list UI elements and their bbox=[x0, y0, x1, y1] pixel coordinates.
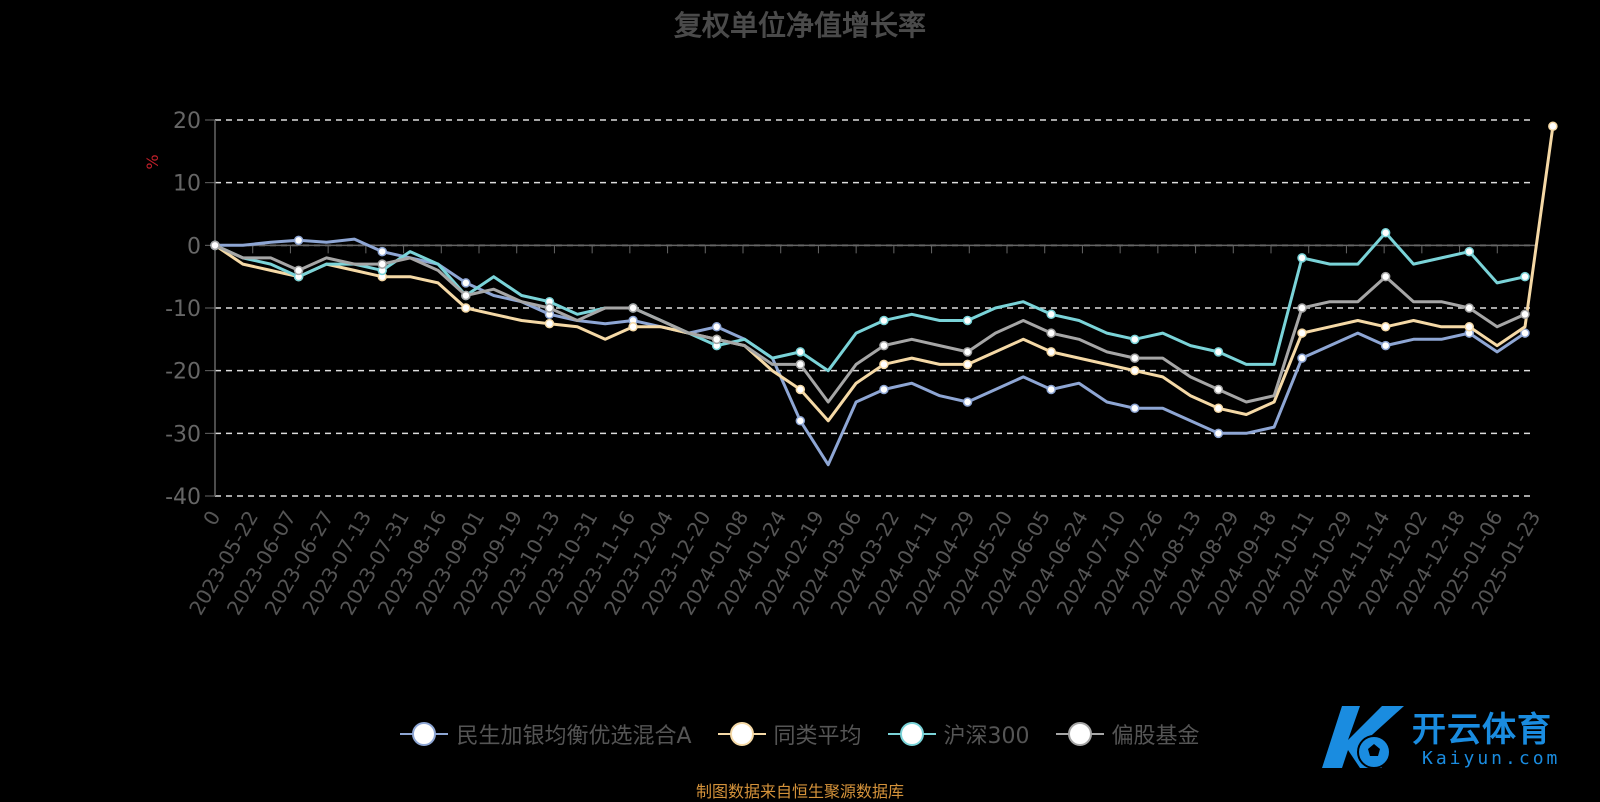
series-point bbox=[1213, 347, 1224, 357]
x-tick-label: 0 bbox=[198, 507, 225, 530]
legend-item-csi300[interactable]: 沪深300 bbox=[887, 718, 1030, 750]
series-point bbox=[1297, 328, 1307, 338]
series-point bbox=[1380, 228, 1391, 238]
legend-swatch-icon bbox=[1055, 722, 1104, 746]
series-point bbox=[962, 347, 973, 357]
series-point bbox=[879, 340, 889, 351]
soccer-ball-logo-icon bbox=[1322, 706, 1404, 769]
watermark-brand: 开云体育 bbox=[1412, 710, 1552, 750]
series-point bbox=[461, 290, 471, 301]
legend-swatch-icon bbox=[400, 722, 449, 746]
series-point bbox=[795, 416, 806, 426]
series-line-2 bbox=[214, 231, 1526, 373]
y-tick-label: 0 bbox=[187, 234, 201, 259]
series-point bbox=[544, 303, 555, 313]
series-point bbox=[377, 246, 387, 257]
series-point bbox=[1297, 303, 1307, 313]
y-axis-label: % bbox=[143, 154, 162, 169]
series-point bbox=[628, 303, 638, 313]
series-point bbox=[1464, 322, 1475, 332]
y-tick-label: 20 bbox=[173, 109, 201, 134]
series-line-0 bbox=[215, 237, 1526, 467]
series-point bbox=[962, 359, 973, 370]
series-point bbox=[293, 265, 304, 276]
y-tick-label: -10 bbox=[165, 297, 201, 322]
legend-label: 沪深300 bbox=[943, 724, 1030, 749]
series-line-3 bbox=[214, 243, 1526, 404]
series-point bbox=[962, 397, 973, 407]
legend-label: 偏股基金 bbox=[1111, 724, 1200, 749]
series-point bbox=[461, 278, 471, 288]
series-point bbox=[795, 384, 806, 395]
series-point bbox=[1046, 347, 1056, 357]
series-point bbox=[1520, 271, 1530, 282]
series-point bbox=[293, 235, 304, 246]
series-point bbox=[795, 359, 806, 370]
series-point bbox=[1297, 353, 1307, 363]
legend-swatch-icon bbox=[887, 722, 936, 746]
series-point bbox=[1464, 303, 1475, 313]
legend-item-peer-average[interactable]: 同类平均 bbox=[717, 718, 862, 750]
series-point bbox=[544, 318, 555, 329]
series-point bbox=[377, 259, 387, 269]
series-point bbox=[1130, 353, 1140, 363]
series-point bbox=[1046, 328, 1056, 338]
y-tick-label: -20 bbox=[165, 360, 201, 385]
series-point bbox=[1380, 322, 1391, 332]
series-point bbox=[1520, 328, 1530, 338]
source-note: 制图数据来自恒生聚源数据库 bbox=[695, 782, 904, 801]
series-point bbox=[1213, 384, 1224, 395]
series-point bbox=[1046, 309, 1056, 320]
series-point bbox=[628, 322, 638, 332]
legend: 民生加银均衡优选混合A 同类平均 沪深300 偏股基金 bbox=[0, 718, 1600, 750]
line-chart: 20100-10-20-30-40%02023-05-222023-06-072… bbox=[143, 109, 1558, 619]
series-point bbox=[1380, 271, 1391, 282]
series-point bbox=[1213, 428, 1224, 439]
legend-item-fund[interactable]: 民生加银均衡优选混合A bbox=[400, 718, 692, 750]
series-line-1 bbox=[214, 126, 1555, 423]
series-point bbox=[1548, 121, 1558, 132]
chart-title: 复权单位净值增长率 bbox=[673, 9, 926, 42]
series-point bbox=[795, 347, 806, 357]
series-point bbox=[1380, 340, 1391, 351]
legend-label: 民生加银均衡优选混合A bbox=[456, 724, 692, 749]
series-point bbox=[210, 240, 220, 251]
series-point bbox=[711, 334, 722, 345]
series-point bbox=[1520, 309, 1530, 320]
series-point bbox=[461, 303, 471, 313]
series-point bbox=[711, 322, 722, 332]
y-tick-label: -30 bbox=[165, 422, 201, 447]
series-point bbox=[1464, 246, 1475, 257]
series-point bbox=[1297, 253, 1307, 263]
legend-label: 同类平均 bbox=[773, 724, 862, 749]
watermark-url: Kaiyun.com bbox=[1422, 748, 1561, 769]
watermark-logo: 开云体育 Kaiyun.com bbox=[1312, 698, 1592, 778]
series-point bbox=[879, 315, 889, 326]
series-point bbox=[1130, 365, 1140, 376]
series-point bbox=[879, 384, 889, 395]
series-point bbox=[1213, 403, 1224, 414]
legend-swatch-icon bbox=[717, 722, 766, 746]
series-point bbox=[879, 359, 889, 370]
y-tick-label: 10 bbox=[173, 172, 201, 197]
series-point bbox=[1130, 334, 1140, 345]
series-point bbox=[1046, 384, 1056, 395]
legend-item-equity-funds[interactable]: 偏股基金 bbox=[1055, 718, 1200, 750]
y-tick-label: -40 bbox=[165, 485, 201, 510]
series-point bbox=[962, 315, 973, 326]
series-point bbox=[1130, 403, 1140, 414]
